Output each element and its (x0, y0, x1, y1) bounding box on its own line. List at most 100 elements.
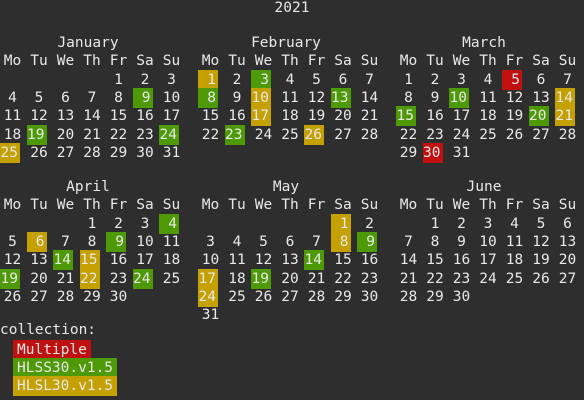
day-cell: 10 (251, 87, 271, 108)
day-cell: 17 (452, 108, 471, 125)
day-cell: 21 (555, 106, 575, 127)
weekday-header: Th (83, 197, 101, 214)
calendar-year: 2021 (274, 0, 310, 16)
day-cell: 31 (452, 144, 471, 161)
day-cell: 4 (510, 215, 519, 232)
day-cell: 27 (281, 288, 299, 305)
day-cell: 26 (3, 288, 22, 305)
day-cell: 12 (307, 89, 326, 106)
day-cell: 19 (505, 108, 524, 125)
day-cell: 15 (79, 250, 100, 271)
day-cell: 14 (83, 108, 101, 125)
day-cell: 20 (558, 252, 577, 269)
day-cell: 19 (251, 268, 271, 289)
weekday-header: Su (558, 197, 577, 214)
day-cell: 21 (307, 270, 326, 287)
day-cell: 14 (360, 89, 379, 106)
day-cell: 30 (452, 288, 471, 305)
weekday-header: Tu (426, 197, 444, 214)
day-cell: 15 (334, 252, 352, 269)
day-cell: 3 (167, 71, 176, 88)
day-cell: 9 (106, 231, 126, 252)
day-cell: 7 (404, 233, 413, 250)
weekday-header: Tu (426, 53, 444, 70)
month-name-april: April (66, 179, 110, 195)
day-cell: 9 (457, 233, 466, 250)
day-cell: 20 (334, 108, 352, 125)
day-cell: 23 (426, 126, 444, 143)
weekday-header: Mo (3, 197, 22, 214)
day-cell: 25 (162, 270, 181, 287)
day-cell: 22 (334, 270, 352, 287)
day-cell: 30 (136, 144, 154, 161)
weekday-header: We (56, 197, 75, 214)
day-cell: 6 (536, 71, 546, 88)
weekday-header: Mo (3, 53, 22, 70)
day-cell: 2 (114, 215, 123, 232)
day-cell: 24 (159, 124, 179, 145)
day-cell: 16 (360, 252, 379, 269)
day-cell: 18 (3, 126, 22, 143)
day-cell: 4 (232, 233, 242, 250)
legend-item-hlss30: HLSS30.v1.5 (13, 358, 118, 378)
month-name-march: March (462, 35, 506, 51)
weekday-header: Fr (505, 197, 524, 214)
weekday-header: Su (162, 197, 181, 214)
day-cell: 2 (140, 71, 150, 88)
day-cell: 4 (8, 89, 17, 106)
day-cell: 8 (404, 89, 413, 106)
day-cell: 25 (0, 142, 20, 163)
day-cell: 28 (558, 126, 577, 143)
day-cell: 30 (422, 142, 443, 163)
weekday-header: Fr (307, 53, 326, 70)
month-name-february: February (251, 35, 321, 51)
day-cell: 27 (30, 288, 48, 305)
day-cell: 18 (479, 108, 497, 125)
day-cell: 13 (330, 87, 351, 108)
day-cell: 18 (505, 252, 524, 269)
day-cell: 2 (365, 215, 374, 232)
day-cell: 26 (505, 126, 524, 143)
day-cell: 11 (479, 89, 497, 106)
day-cell: 7 (87, 89, 97, 106)
day-cell: 3 (251, 69, 271, 90)
weekday-header: Fr (109, 197, 128, 214)
day-cell: 24 (452, 126, 471, 143)
day-cell: 29 (109, 144, 128, 161)
day-cell: 28 (56, 288, 75, 305)
day-cell: 19 (532, 252, 550, 269)
day-cell: 5 (259, 233, 268, 250)
weekday-header: Fr (109, 53, 128, 70)
day-cell: 13 (30, 252, 48, 269)
day-cell: 5 (312, 71, 321, 88)
day-cell: 26 (532, 270, 550, 287)
weekday-header: Mo (201, 197, 220, 214)
weekday-header: We (56, 53, 75, 70)
legend-title: collection: (0, 322, 97, 338)
day-cell: 26 (30, 144, 48, 161)
day-cell: 4 (285, 71, 295, 88)
day-cell: 16 (228, 108, 246, 125)
day-cell: 10 (162, 89, 181, 106)
day-cell: 27 (558, 270, 577, 287)
weekday-header: Fr (307, 197, 326, 214)
day-cell: 15 (426, 252, 444, 269)
day-cell: 23 (452, 270, 471, 287)
day-cell: 19 (307, 108, 326, 125)
day-cell: 7 (312, 233, 321, 250)
day-cell: 24 (254, 126, 273, 143)
day-cell: 23 (109, 270, 128, 287)
day-cell: 27 (56, 144, 75, 161)
day-cell: 20 (30, 270, 48, 287)
day-cell: 13 (558, 233, 577, 250)
day-cell: 17 (479, 252, 497, 269)
day-cell: 29 (399, 144, 418, 161)
day-cell: 3 (140, 215, 150, 232)
day-cell: 8 (198, 87, 218, 108)
legend-item-multiple: Multiple (13, 340, 91, 360)
month-name-january: January (57, 35, 119, 51)
day-cell: 17 (198, 268, 218, 289)
weekday-header: Tu (228, 197, 246, 214)
day-cell: 8 (114, 89, 123, 106)
